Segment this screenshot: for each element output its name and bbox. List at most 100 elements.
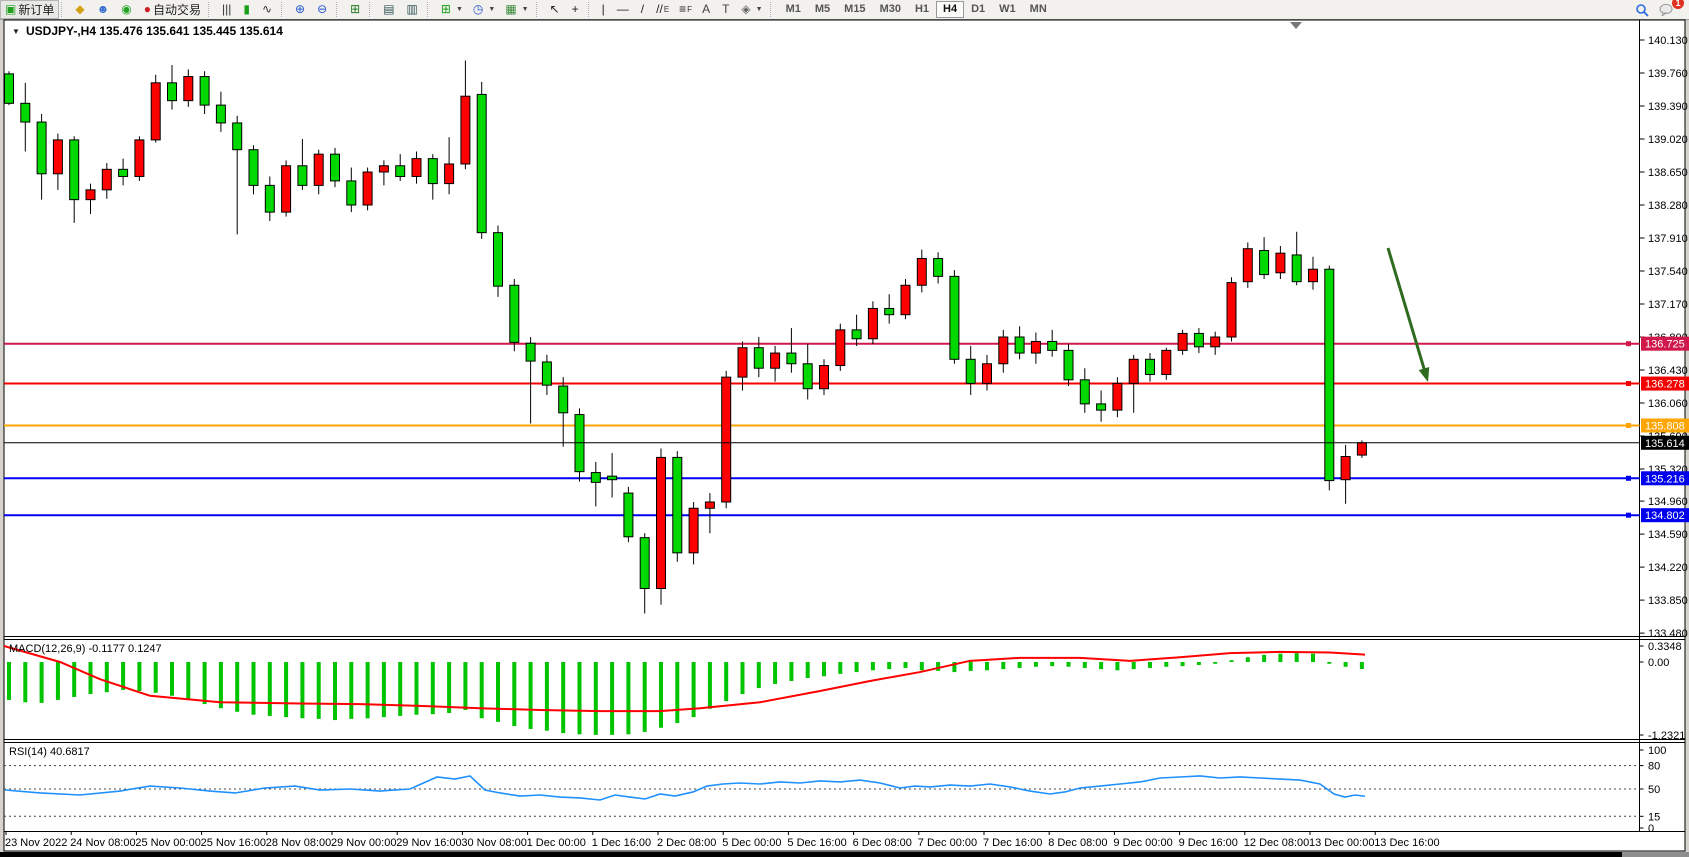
new-order-button[interactable]: ▣ 新订单 — [0, 0, 60, 19]
chart-shift-marker[interactable] — [1290, 22, 1302, 29]
candle-body — [1112, 382, 1123, 411]
add-indicator-button[interactable]: ⊞ ▼ — [436, 0, 468, 19]
support-icon-glyph: ☻ — [96, 2, 110, 16]
chat-bubble-icon — [1659, 3, 1673, 16]
indicator-window-icon[interactable]: ▥ — [402, 0, 425, 19]
templates-glyph: ▦ — [505, 2, 517, 16]
macd-histogram-bar — [1099, 662, 1104, 670]
candle-body — [248, 149, 259, 186]
periods-button[interactable]: ◷ ▼ — [468, 0, 500, 19]
indicator-window-icon-glyph: ▥ — [406, 2, 418, 16]
new-order-button-label: 新订单 — [18, 3, 55, 17]
macd-histogram-bar — [23, 662, 28, 703]
macd-histogram-bar — [251, 662, 256, 715]
timeframe-button-m1[interactable]: M1 — [785, 3, 801, 15]
zoom-out-button[interactable]: ⊖ — [312, 0, 334, 19]
candle-body — [916, 258, 927, 286]
notifications-button[interactable]: 1 — [1654, 0, 1684, 19]
macd-histogram-bar — [870, 662, 875, 671]
timeframe-button-h1[interactable]: H1 — [914, 3, 930, 15]
price-tick-label: 133.480 — [1648, 628, 1688, 640]
macd-histogram-bar — [186, 662, 191, 700]
annotation-arrow[interactable] — [1386, 247, 1428, 375]
time-axis-label: 1 Dec 00:00 — [527, 837, 586, 849]
price-tick-label: 139.760 — [1648, 68, 1688, 80]
candle-body — [998, 336, 1009, 365]
timeframe-button-h4[interactable]: H4 — [936, 1, 965, 18]
price-tick-label: 134.590 — [1648, 529, 1688, 541]
price-tick-label: 139.020 — [1648, 134, 1688, 146]
data-window-icon[interactable]: ▤ — [378, 0, 401, 19]
macd-histogram-bar — [1066, 662, 1071, 667]
text-label-button[interactable]: T — [717, 0, 736, 19]
toolbar-separator — [535, 2, 543, 17]
macd-histogram-bar — [642, 662, 647, 732]
macd-histogram-bar — [463, 662, 468, 710]
candle-body — [835, 329, 846, 367]
candle-body — [900, 284, 911, 316]
candle-body — [52, 139, 63, 175]
level-line-handle[interactable] — [1626, 422, 1631, 428]
level-price-label-box — [1641, 471, 1689, 486]
autotrading-button[interactable]: ● 自动交易 — [139, 0, 206, 19]
macd-histogram-bar — [985, 662, 989, 671]
cursor-button[interactable]: ↖ — [545, 0, 567, 19]
timeframe-button-m15[interactable]: M15 — [844, 3, 866, 15]
data-window-icon-glyph: ▤ — [383, 2, 395, 16]
zoom-in-button[interactable]: ⊕ — [290, 0, 312, 19]
candle-body — [362, 171, 373, 206]
time-axis-label: 1 Dec 16:00 — [592, 837, 651, 849]
candle-body — [949, 275, 960, 360]
search-button[interactable] — [1630, 0, 1654, 19]
timeframe-button-m30[interactable]: M30 — [879, 3, 901, 15]
arrows-button[interactable]: ◈ ▼ — [736, 0, 767, 19]
chart-background[interactable] — [3, 19, 1686, 852]
toolbar-separator — [587, 2, 595, 17]
toolbar-separator — [769, 2, 777, 17]
level-line-handle[interactable] — [1626, 341, 1631, 347]
price-tick-label: 139.390 — [1648, 101, 1688, 113]
horizontal-line-button[interactable]: — — [612, 0, 636, 19]
candle-body — [1356, 442, 1367, 456]
candle-body — [819, 365, 829, 390]
fibonacci-button[interactable]: ≡ F — [674, 0, 697, 19]
candlestick-chart-icon[interactable]: ▮ — [238, 0, 257, 19]
macd-histogram-bar — [1148, 662, 1152, 668]
text-button[interactable]: A — [697, 0, 717, 19]
trendline-button[interactable]: / — [636, 0, 651, 19]
candle-body — [297, 165, 308, 186]
rsi-axis-label: 80 — [1648, 761, 1660, 773]
timeframe-button-d1[interactable]: D1 — [971, 3, 986, 15]
timeframe-button-w1[interactable]: W1 — [999, 3, 1016, 15]
macd-histogram-bar — [659, 662, 663, 728]
timeframe-button-m5[interactable]: M5 — [814, 3, 831, 15]
announcement-icon[interactable]: ◆ — [70, 0, 91, 19]
candle-body — [704, 501, 715, 509]
chart-canvas[interactable]: ▼ USDJPY-,H4 135.476 135.641 135.445 135.… — [0, 19, 1689, 852]
support-icon[interactable]: ☻ — [92, 0, 117, 19]
tile-windows-icon[interactable]: ⊞ — [345, 0, 367, 19]
macd-histogram-bar — [610, 662, 615, 735]
level-line-handle[interactable] — [1626, 475, 1631, 481]
macd-histogram-bar — [593, 662, 598, 735]
macd-histogram-bar — [1359, 662, 1364, 669]
time-axis-label: 24 Nov 08:00 — [70, 837, 135, 849]
candle-body — [1193, 332, 1204, 348]
timeframe-button-mn[interactable]: MN — [1029, 3, 1047, 15]
line-chart-icon[interactable]: ∿ — [257, 0, 279, 19]
announcement-icon-glyph: ◆ — [75, 2, 85, 16]
level-line-handle[interactable] — [1626, 381, 1631, 387]
candle-body — [1177, 332, 1188, 351]
annotation-arrowhead[interactable] — [1418, 367, 1430, 382]
vertical-line-button[interactable]: | — [597, 0, 612, 19]
templates-button[interactable]: ▦ ▼ — [500, 0, 533, 19]
equidistant-channel-button[interactable]: //E — [651, 0, 674, 19]
macd-histogram-bar — [333, 662, 337, 721]
candle-body — [965, 358, 976, 384]
signals-icon[interactable]: ◉ — [116, 0, 138, 19]
macd-histogram-bar — [561, 662, 566, 734]
level-line-handle[interactable] — [1626, 512, 1631, 518]
crosshair-button[interactable]: + — [567, 0, 586, 19]
bar-chart-icon[interactable]: ||| — [217, 0, 238, 19]
time-axis-label: 23 Nov 2022 — [5, 837, 67, 849]
